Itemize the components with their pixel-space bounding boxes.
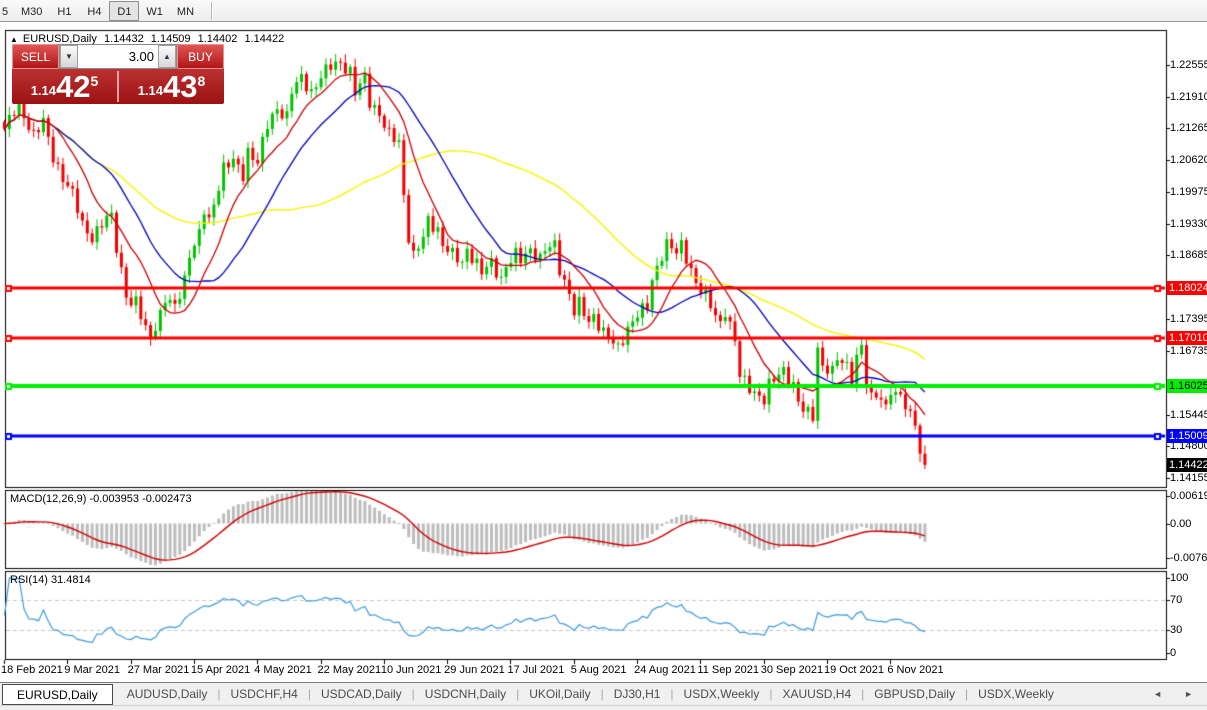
volume-increase-button[interactable]: ▲ (158, 45, 176, 68)
chart-tab-eurusd-daily[interactable]: EURUSD,Daily (2, 683, 113, 705)
sell-price[interactable]: 1.14 42 5 (12, 69, 117, 104)
buy-price[interactable]: 1.14 43 8 (119, 69, 224, 104)
current-price-label: 1.14422 (1167, 457, 1207, 472)
buy-price-sup: 8 (197, 73, 206, 89)
date-axis-label: 24 Aug 2021 (634, 664, 696, 676)
ohlc-open: 1.14432 (103, 33, 144, 45)
date-axis-label: 30 Sep 2021 (760, 664, 824, 676)
macd-label: MACD(12,26,9) -0.003953 -0.002473 (10, 493, 192, 505)
price-axis-tick: 1.20620 (1170, 154, 1207, 167)
buy-price-prefix: 1.14 (137, 83, 164, 98)
price-axis-tick: 1.21910 (1170, 90, 1207, 103)
price-axis-tick: 1.16735 (1170, 345, 1207, 358)
tab-separator: | (600, 687, 604, 701)
date-axis-label: 4 May 2021 (254, 664, 312, 676)
chart-header: ▲ EURUSD,Daily 1.14432 1.14509 1.14402 1.… (10, 33, 288, 45)
volume-spinner: ▼ ▲ (59, 44, 177, 69)
ohlc-close: 1.14422 (244, 33, 285, 45)
tabs-scroll-left-button[interactable]: ◄ (1153, 689, 1163, 699)
chart-tab-xauusd-h4[interactable]: XAUUSD,H4 (782, 686, 852, 701)
price-axis-tick: 1.21265 (1170, 122, 1207, 135)
rsi-axis-tick: 0 (1170, 646, 1177, 659)
buy-price-big: 43 (163, 69, 198, 104)
tabs-scroll-right-button[interactable]: ► (1184, 689, 1193, 699)
sell-price-prefix: 1.14 (30, 83, 57, 98)
level-price-label: 1.17010 (1167, 330, 1207, 345)
date-axis-label: 10 Jun 2021 (380, 664, 442, 676)
ohlc-low: 1.14402 (197, 33, 238, 45)
price-axis-tick: 1.14800 (1170, 440, 1207, 453)
macd-axis-tick: 0.006193 (1170, 489, 1207, 502)
rsi-axis-tick: 70 (1170, 594, 1183, 607)
chart-tab-usdx-weekly[interactable]: USDX,Weekly (683, 686, 760, 701)
price-axis-tick: 1.14155 (1170, 472, 1207, 484)
date-axis-label: 19 Oct 2021 (824, 664, 884, 676)
chart-symbol-label: EURUSD,Daily (22, 33, 97, 45)
volume-decrease-button[interactable]: ▼ (60, 45, 78, 68)
tab-separator: | (964, 687, 969, 701)
macd-axis-tick: -0.007621 (1170, 551, 1207, 564)
price-axis-tick: 1.18685 (1170, 249, 1207, 262)
chart-tab-dj30-h1[interactable]: DJ30,H1 (613, 686, 661, 701)
level-price-label: 1.18024 (1167, 280, 1207, 295)
sell-price-sup: 5 (90, 73, 99, 89)
date-axis-label: 5 Aug 2021 (570, 664, 627, 676)
chart-tab-usdcnh-daily[interactable]: USDCNH,Daily (424, 686, 507, 701)
chart-tab-audusd-daily[interactable]: AUDUSD,Daily (126, 686, 208, 701)
chart-tab-usdchf-h4[interactable]: USDCHF,H4 (230, 686, 298, 701)
rsi-label: RSI(14) 31.4814 (10, 574, 91, 586)
chart-tab-ukoil-daily[interactable]: UKOil,Daily (529, 686, 591, 701)
ohlc-high: 1.14509 (150, 33, 191, 45)
tab-separator: | (217, 687, 221, 701)
date-axis-label: 22 May 2021 (317, 664, 382, 676)
level-price-label: 1.16025 (1167, 379, 1207, 394)
price-axis-tick: 1.22555 (1170, 59, 1207, 71)
chart-tab-gbpusd-daily[interactable]: GBPUSD,Daily (874, 686, 955, 701)
status-strip (0, 705, 1207, 710)
level-price-label: 1.15009 (1167, 429, 1207, 444)
date-axis-label: 17 Jul 2021 (507, 664, 565, 676)
sell-button[interactable]: SELL (12, 44, 59, 69)
price-divider (117, 71, 119, 102)
sell-price-big: 42 (56, 69, 91, 104)
chart-tab-bar: EURUSD,Daily AUDUSD,Daily | USDCHF,H4 | USDCA… (0, 682, 1207, 705)
date-axis-label: 9 Mar 2021 (64, 664, 120, 676)
price-axis-tick: 1.19975 (1170, 185, 1207, 198)
macd-axis-tick: 0.00 (1170, 517, 1192, 530)
rsi-axis-tick: 100 (1170, 572, 1189, 584)
panel-toggle-icon[interactable]: ▲ (10, 35, 18, 44)
date-axis-label: 18 Feb 2021 (1, 664, 63, 676)
price-axis-tick: 1.19330 (1170, 217, 1207, 230)
buy-button[interactable]: BUY (177, 44, 224, 69)
tab-separator: | (861, 687, 865, 701)
tab-separator: | (670, 687, 674, 701)
chart-tab-usdcad-daily[interactable]: USDCAD,Daily (320, 686, 402, 701)
date-axis-label: 11 Sep 2021 (697, 664, 759, 676)
date-axis-label: 6 Nov 2021 (887, 664, 944, 676)
tab-separator: | (307, 687, 311, 701)
chart-tab-usdx-weekly[interactable]: USDX,Weekly (978, 686, 1054, 701)
tab-separator: | (411, 687, 415, 701)
tab-separator: | (769, 687, 773, 701)
volume-input[interactable] (78, 45, 158, 68)
date-axis-label: 15 Apr 2021 (190, 664, 251, 676)
tab-separator: | (516, 687, 520, 701)
date-axis-label: 27 Mar 2021 (127, 664, 190, 676)
rsi-axis-tick: 30 (1170, 624, 1183, 637)
price-axis-tick: 1.17395 (1170, 312, 1207, 325)
date-axis-label: 29 Jun 2021 (444, 664, 505, 676)
price-axis-tick: 1.15445 (1170, 408, 1207, 421)
one-click-trading-panel: SELL ▼ ▲ BUY 1.14 42 5 1.14 43 8 (12, 44, 224, 104)
